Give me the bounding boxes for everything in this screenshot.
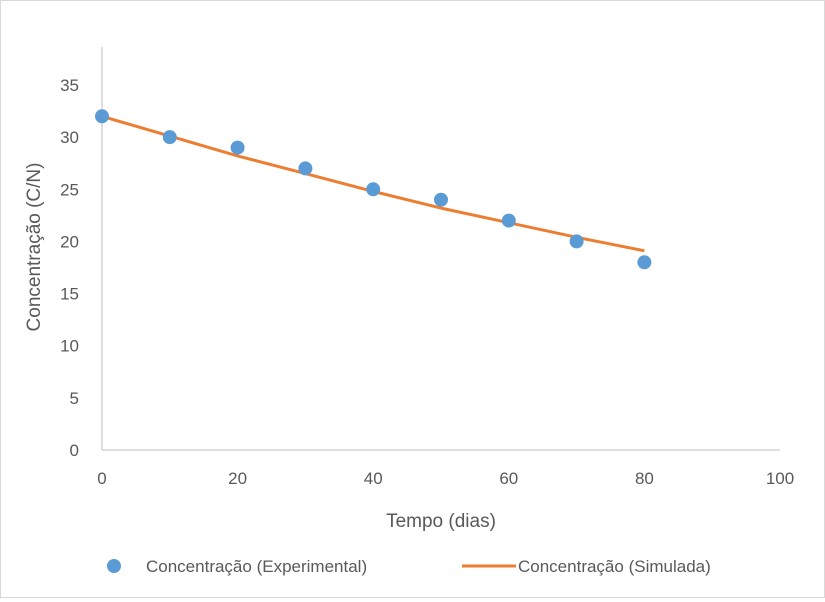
data-point-experimental	[162, 130, 177, 145]
axes	[101, 47, 780, 451]
data-point-experimental	[298, 161, 313, 176]
data-point-experimental	[230, 140, 245, 155]
x-tick-label: 60	[499, 469, 518, 488]
y-tick-label: 10	[60, 337, 79, 356]
data-point-experimental	[95, 109, 109, 124]
data-point-experimental	[637, 255, 652, 270]
x-tick-label: 80	[635, 469, 654, 488]
legend-label-experimental: Concentração (Experimental)	[146, 557, 367, 576]
legend-marker-experimental	[107, 559, 121, 573]
y-tick-label: 15	[60, 285, 79, 304]
x-axis-title: Tempo (dias)	[386, 511, 496, 532]
scatter-series-layer	[95, 109, 652, 270]
y-tick-label: 30	[60, 128, 79, 147]
legend: Concentração (Experimental) Concentração…	[107, 557, 711, 576]
data-point-experimental	[569, 234, 584, 249]
x-tick-label: 0	[97, 469, 106, 488]
legend-label-simulada: Concentração (Simulada)	[518, 557, 711, 576]
x-tick-label: 100	[766, 469, 794, 488]
y-tick-label: 20	[60, 232, 79, 251]
y-tick-label: 35	[60, 76, 79, 95]
data-point-experimental	[501, 213, 516, 228]
data-point-experimental	[366, 182, 381, 197]
data-point-experimental	[434, 192, 448, 207]
y-tick-label: 25	[60, 180, 79, 199]
y-tick-labels: 0 5 10 15 20 25 30 35	[60, 76, 79, 460]
x-tick-labels: 0 20 40 60 80 100	[97, 469, 794, 488]
y-tick-label: 0	[70, 441, 79, 460]
y-tick-label: 5	[70, 389, 79, 408]
y-axis-title: Concentração (C/N)	[24, 163, 45, 332]
x-tick-label: 20	[228, 469, 247, 488]
x-tick-label: 40	[364, 469, 383, 488]
